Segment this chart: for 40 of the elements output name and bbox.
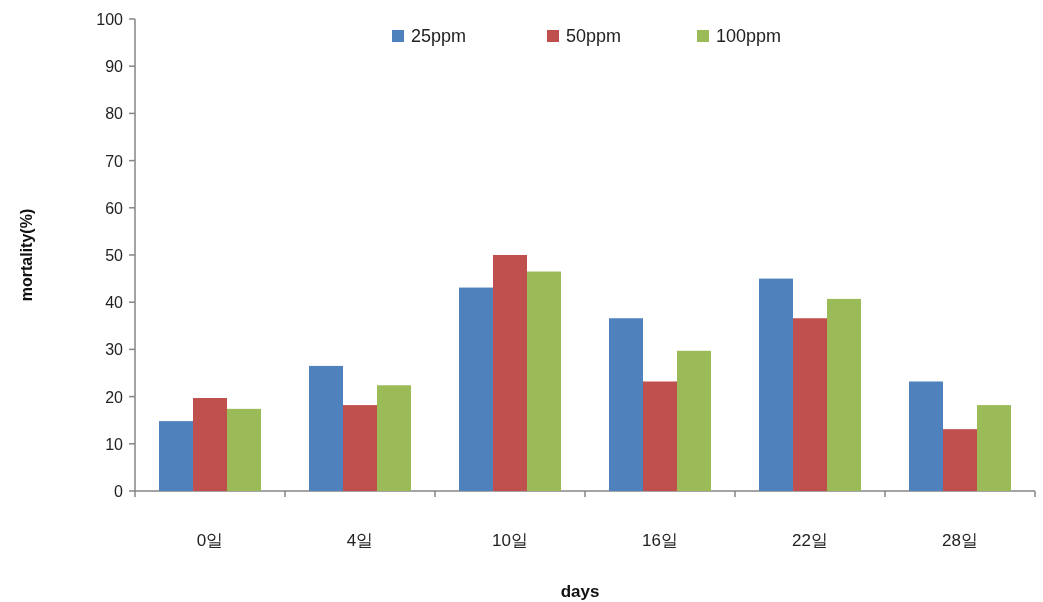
bar [793, 318, 827, 491]
x-axis-title: days [560, 582, 600, 601]
bar [309, 365, 343, 491]
bar [343, 405, 377, 491]
bar [159, 421, 193, 491]
legend-label: 50ppm [566, 26, 622, 46]
bar [493, 255, 527, 491]
x-tick-label: 28일 [942, 531, 978, 550]
bar [193, 398, 227, 491]
x-tick-label: 10일 [492, 531, 528, 550]
legend-label: 25ppm [411, 26, 467, 46]
y-tick-label: 80 [105, 105, 124, 123]
bar [377, 385, 411, 491]
y-tick-label: 60 [105, 199, 124, 217]
y-tick-label: 70 [105, 152, 124, 170]
bar [609, 318, 643, 491]
y-tick-label: 50 [105, 247, 124, 264]
x-tick-label: 0일 [196, 531, 224, 550]
bar [943, 429, 977, 491]
bar [827, 298, 861, 491]
bar [759, 278, 793, 491]
y-tick-label: 10 [105, 435, 124, 453]
y-tick-label: 30 [105, 341, 124, 359]
x-tick-label: 16일 [642, 531, 678, 550]
bar [909, 381, 943, 491]
y-tick-label: 20 [105, 388, 124, 406]
x-tick-label: 22일 [792, 531, 828, 550]
y-tick-label: 100 [96, 11, 124, 28]
bar [977, 405, 1011, 491]
legend-label: 100ppm [716, 26, 782, 46]
bar [677, 350, 711, 491]
y-tick-label: 40 [105, 294, 124, 312]
bar [643, 381, 677, 491]
bar [459, 287, 493, 491]
x-tick-label: 4일 [346, 531, 374, 550]
y-tick-label: 90 [105, 58, 124, 76]
y-tick-label: 0 [114, 483, 124, 500]
y-axis-title: mortality(%) [18, 208, 35, 302]
bar [527, 271, 561, 491]
bar [227, 408, 261, 491]
